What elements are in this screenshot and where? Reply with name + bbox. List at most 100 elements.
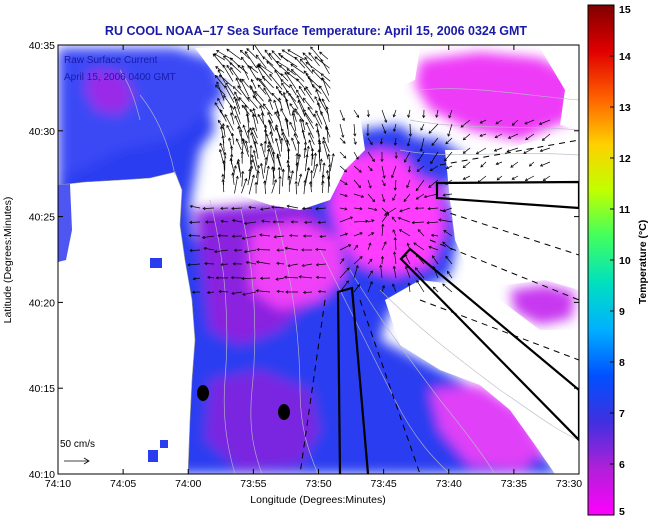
current-vector [319,51,329,60]
current-vector-head [207,275,211,280]
current-vector-head [507,135,512,139]
current-vector-head [495,162,499,166]
current-vector [290,64,305,74]
current-vector-head [243,221,248,225]
current-vector [237,64,248,74]
current-vector [404,151,411,163]
current-vector [480,161,487,168]
current-vector [241,171,244,187]
current-vector [443,230,453,237]
current-vector [260,163,264,179]
x-tick-label: 74:10 [45,478,71,490]
current-vector-head [341,134,345,138]
current-vector [219,74,233,87]
current-vector-head [281,82,285,86]
current-vector-head [301,263,305,268]
current-vector [235,98,241,109]
current-vector-head [408,133,413,137]
current-vector-head [494,135,498,139]
current-vector [381,256,383,265]
colorbar-tick-label: 5 [619,506,625,518]
current-vector [495,133,503,138]
current-vector [246,48,258,60]
current-vector [266,149,270,165]
current-vector-head [267,111,271,116]
current-vector [256,65,266,81]
current-vector [275,138,281,157]
current-vector [433,286,439,293]
current-vector [539,119,551,125]
current-vector-head [293,133,297,137]
current-vector-head [428,130,432,134]
current-vector [257,84,267,95]
current-vector [339,244,351,251]
current-vector-head [303,179,307,183]
current-vector-head [223,151,227,155]
current-vector [300,58,314,74]
current-vector-head [416,279,420,284]
current-vector [296,89,305,104]
current-vector [415,179,425,191]
current-vector-head [295,162,299,166]
current-vector-head [301,206,306,211]
x-axis-label: Longitude (Degrees:Minutes) [250,494,385,506]
current-vector [302,52,313,62]
current-vector [353,207,363,210]
current-vector [463,133,471,141]
current-vector-head [217,234,221,238]
current-vector-head [251,174,255,178]
current-vector-head [429,168,433,172]
current-vector-head [393,187,397,191]
current-vector-head [315,122,319,127]
current-vector-head [255,260,260,264]
current-vector-head [234,115,238,119]
current-vector-head [276,110,280,114]
current-vector-head [262,56,266,60]
current-vector [381,179,386,186]
current-vector-head [203,246,207,251]
current-vector-head [221,123,226,127]
x-tick-label: 73:50 [305,478,331,490]
current-vector [339,267,350,279]
current-vector-head [383,130,387,134]
current-vector-head [231,206,235,211]
current-vector [230,105,234,116]
current-vector-head [286,159,290,164]
current-vector-head [291,112,295,116]
current-vector [234,91,240,102]
current-vector-head [235,138,239,142]
current-vector-head [264,156,268,160]
current-vector [247,96,258,109]
current-vector-head [380,255,384,259]
current-vector [256,261,271,265]
current-vector [212,53,224,67]
current-vector [381,285,385,293]
current-vector-head [278,97,282,101]
current-vector-head [444,158,448,162]
current-vector-head [251,113,256,118]
current-vector-head [273,179,277,183]
current-vector [272,167,275,185]
current-vector [525,133,535,140]
current-vector-head [435,114,439,118]
current-vectors [187,45,551,296]
current-vector [238,126,242,137]
current-vector [251,79,257,89]
current-vector [269,121,275,132]
land-west [58,171,196,474]
sst-east-patch [510,285,575,325]
colorbar-tick-label: 14 [619,51,631,63]
current-vector [413,242,425,251]
current-vector-head [240,150,244,154]
colorbar-tick-label: 15 [619,4,631,16]
y-tick-label: 40:30 [29,126,55,138]
current-vector-head [428,245,432,249]
current-vector-head [263,180,267,184]
current-vector [339,207,347,210]
current-vector-head [382,183,386,187]
current-vector-head [206,290,210,295]
colorbar-tick-label: 7 [619,408,625,420]
current-vector-head [306,166,311,171]
current-vector [322,77,330,96]
current-vector [305,154,308,172]
